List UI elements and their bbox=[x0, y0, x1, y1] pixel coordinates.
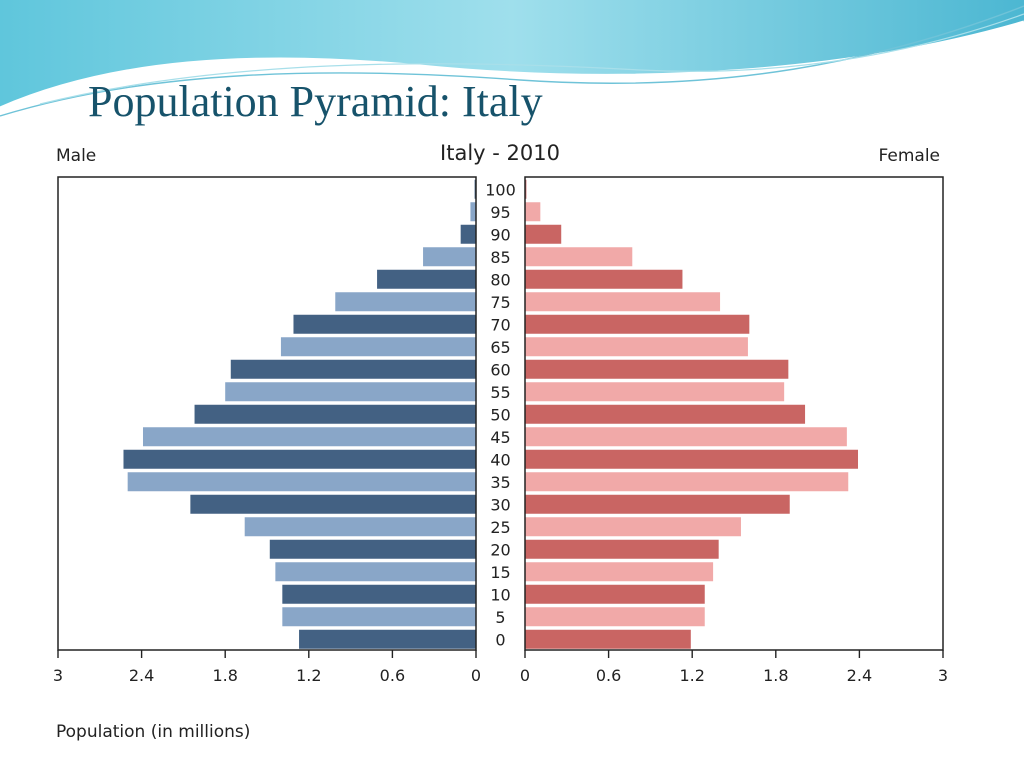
female-x-tick-label: 0 bbox=[520, 666, 530, 685]
male-bar-age-35 bbox=[127, 472, 477, 492]
female-bar-age-75 bbox=[525, 292, 721, 312]
female-plot-frame bbox=[524, 176, 944, 651]
female-x-tick-label: 1.2 bbox=[679, 666, 704, 685]
age-label: 85 bbox=[490, 248, 510, 267]
age-label: 60 bbox=[490, 360, 510, 379]
male-bar-age-0 bbox=[299, 629, 476, 649]
age-label: 20 bbox=[490, 540, 510, 559]
male-bar-age-90 bbox=[460, 224, 476, 244]
male-plot-frame bbox=[57, 176, 477, 651]
female-bar-age-45 bbox=[525, 427, 847, 447]
female-bar-age-85 bbox=[525, 247, 633, 267]
age-label: 5 bbox=[495, 608, 505, 627]
female-bar-age-5 bbox=[525, 607, 705, 627]
female-bar-age-20 bbox=[525, 539, 719, 559]
male-bar-age-75 bbox=[335, 292, 476, 312]
male-bar-age-60 bbox=[230, 359, 476, 379]
female-bar-age-50 bbox=[525, 404, 806, 424]
female-bar-age-25 bbox=[525, 517, 741, 537]
female-bar-age-15 bbox=[525, 562, 714, 582]
female-bar-age-60 bbox=[525, 359, 789, 379]
male-bar-age-50 bbox=[194, 404, 476, 424]
female-bar-age-0 bbox=[525, 629, 691, 649]
male-bar-age-30 bbox=[190, 494, 476, 514]
age-label: 55 bbox=[490, 383, 510, 402]
age-label: 0 bbox=[495, 630, 505, 649]
male-x-tick-label: 0.6 bbox=[380, 666, 405, 685]
age-labels: 1009590858075706560555045403530252015105… bbox=[485, 180, 516, 649]
male-bars bbox=[123, 179, 477, 649]
chart-canvas: Italy - 2010 Male Female 100959085807570… bbox=[53, 141, 948, 742]
male-bar-age-5 bbox=[282, 607, 476, 627]
female-bar-age-30 bbox=[525, 494, 790, 514]
female-x-axis: 0 0.6 1.2 1.8 2.4 3 bbox=[520, 650, 948, 685]
female-bar-age-90 bbox=[525, 224, 562, 244]
female-bar-age-65 bbox=[525, 337, 748, 357]
male-x-tick-label: 0 bbox=[471, 666, 481, 685]
male-x-tick-label: 3 bbox=[53, 666, 63, 685]
chart-title: Italy - 2010 bbox=[440, 141, 560, 165]
male-bar-age-20 bbox=[269, 539, 476, 559]
male-bar-age-70 bbox=[293, 314, 476, 334]
male-bar-age-80 bbox=[377, 269, 476, 289]
x-axis-title: Population (in millions) bbox=[56, 722, 250, 742]
male-x-tick-label: 2.4 bbox=[129, 666, 154, 685]
female-bar-age-35 bbox=[525, 472, 849, 492]
male-bar-age-25 bbox=[244, 517, 476, 537]
female-bar-age-10 bbox=[525, 584, 705, 604]
female-side-label: Female bbox=[879, 146, 940, 166]
male-bar-age-10 bbox=[282, 584, 476, 604]
age-label: 30 bbox=[490, 495, 510, 514]
male-side-label: Male bbox=[56, 146, 96, 166]
age-label: 90 bbox=[490, 225, 510, 244]
male-x-tick-label: 1.2 bbox=[296, 666, 321, 685]
age-label: 25 bbox=[490, 518, 510, 537]
male-bar-age-65 bbox=[280, 337, 476, 357]
male-bar-age-40 bbox=[123, 449, 476, 469]
female-x-tick-label: 0.6 bbox=[596, 666, 621, 685]
age-label: 95 bbox=[490, 203, 510, 222]
male-x-tick-label: 1.8 bbox=[212, 666, 237, 685]
female-x-tick-label: 2.4 bbox=[847, 666, 872, 685]
female-x-tick-label: 3 bbox=[938, 666, 948, 685]
age-label: 65 bbox=[490, 338, 510, 357]
male-bar-age-45 bbox=[142, 427, 476, 447]
male-bar-age-85 bbox=[423, 247, 476, 267]
female-bars bbox=[525, 179, 859, 649]
slide-title: Population Pyramid: Italy bbox=[88, 77, 543, 126]
age-label: 15 bbox=[490, 563, 510, 582]
female-bar-age-55 bbox=[525, 382, 785, 402]
age-label: 80 bbox=[490, 270, 510, 289]
female-bar-age-80 bbox=[525, 269, 683, 289]
age-label: 10 bbox=[490, 585, 510, 604]
male-bar-age-55 bbox=[225, 382, 476, 402]
age-label: 35 bbox=[490, 473, 510, 492]
age-label: 40 bbox=[490, 450, 510, 469]
population-pyramid-chart: Italy - 2010 Male Female 100 95 90 85 80 75 70… bbox=[44, 132, 956, 768]
age-label: 70 bbox=[490, 315, 510, 334]
age-label: 100 bbox=[485, 180, 516, 199]
age-label: 50 bbox=[490, 405, 510, 424]
age-label: 75 bbox=[490, 293, 510, 312]
male-bar-age-15 bbox=[275, 562, 476, 582]
female-x-tick-label: 1.8 bbox=[763, 666, 788, 685]
male-bar-age-95 bbox=[470, 202, 476, 222]
female-bar-age-70 bbox=[525, 314, 750, 334]
female-bar-age-95 bbox=[525, 202, 541, 222]
age-label: 45 bbox=[490, 428, 510, 447]
slide-header-swoosh bbox=[0, 0, 1024, 117]
male-x-axis: 0 0.6 1.2 1.8 2.4 3 bbox=[53, 650, 481, 685]
female-bar-age-40 bbox=[525, 449, 859, 469]
